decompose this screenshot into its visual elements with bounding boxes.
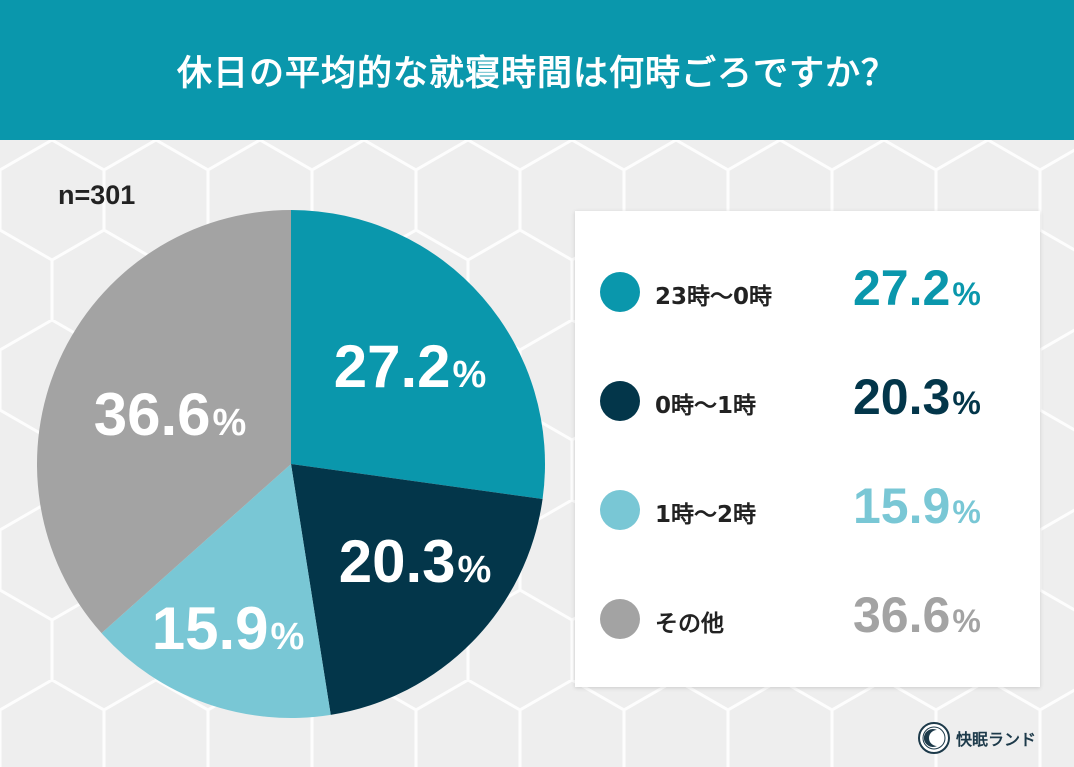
slice-value-unit: %: [452, 354, 487, 396]
slice-value-unit: %: [212, 402, 247, 444]
legend-value-unit: %: [952, 603, 981, 639]
legend-value-number: 36.6: [853, 587, 951, 643]
legend-label: その他: [655, 611, 724, 637]
slice-value-label: 15.9%: [152, 599, 305, 659]
legend-label: 0時〜1時: [655, 393, 757, 419]
slice-value-number: 27.2: [333, 333, 451, 400]
legend-value-number: 27.2: [853, 260, 951, 316]
legend-swatch: [600, 490, 640, 530]
pie-slice: [291, 464, 543, 715]
slice-value-number: 15.9: [151, 595, 269, 662]
slice-value-label: 27.2%: [334, 337, 487, 397]
legend-item: 0時〜1時 20.3%: [575, 372, 1040, 432]
slice-value-number: 36.6: [93, 381, 211, 448]
legend-swatch: [600, 599, 640, 639]
slice-value-number: 20.3: [338, 528, 456, 595]
legend-label: 23時〜0時: [655, 284, 773, 310]
legend-value: 15.9%: [853, 481, 981, 531]
sample-size-label: n=301: [58, 180, 136, 210]
legend-value: 27.2%: [853, 263, 981, 313]
legend-label: 1時〜2時: [655, 502, 757, 528]
moon-logo-icon: [918, 722, 950, 754]
legend-swatch: [600, 381, 640, 421]
page-title: 休日の平均的な就寝時間は何時ごろですか？: [176, 53, 897, 94]
legend-value-number: 20.3: [853, 369, 951, 425]
brand: 快眠ランド: [918, 720, 1036, 756]
brand-name: 快眠ランド: [956, 730, 1037, 749]
legend-value-unit: %: [952, 494, 981, 530]
legend-item: 23時〜0時 27.2%: [575, 263, 1040, 323]
pie-slice: [101, 464, 331, 719]
legend-value-unit: %: [952, 385, 981, 421]
legend-value: 36.6%: [853, 590, 981, 640]
legend-item: 1時〜2時 15.9%: [575, 481, 1040, 541]
legend-value-number: 15.9: [853, 478, 951, 534]
pie-slice: [37, 210, 291, 634]
header-banner: 休日の平均的な就寝時間は何時ごろですか？: [0, 0, 1074, 140]
legend: 23時〜0時 27.2% 0時〜1時 20.3% 1時〜2時 15.9% その他…: [575, 211, 1040, 687]
slice-value-label: 36.6%: [94, 385, 247, 445]
slice-value-unit: %: [270, 616, 305, 658]
legend-item: その他 36.6%: [575, 590, 1040, 650]
slice-value-unit: %: [457, 549, 492, 591]
pie-slice: [291, 210, 545, 499]
legend-value: 20.3%: [853, 372, 981, 422]
legend-value-unit: %: [952, 276, 981, 312]
slice-value-label: 20.3%: [339, 532, 492, 592]
legend-swatch: [600, 272, 640, 312]
